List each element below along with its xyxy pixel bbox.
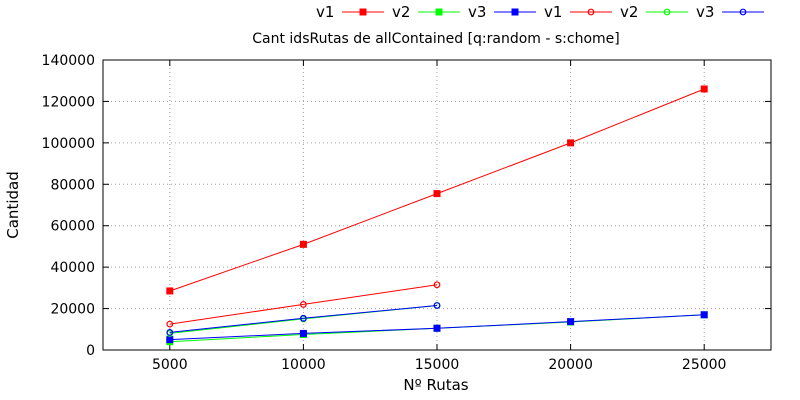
series-6 <box>166 302 441 336</box>
data-point <box>433 302 441 309</box>
data-point <box>700 85 708 93</box>
legend-marker <box>511 8 519 16</box>
x-axis-title: Nº Rutas <box>403 376 468 394</box>
legend-entry: v1 <box>544 3 612 21</box>
y-tick-label: 60000 <box>50 219 95 235</box>
y-tick-label: 0 <box>86 343 95 359</box>
x-tick-label: 25000 <box>682 357 727 373</box>
legend-entry: v3 <box>468 3 536 21</box>
legend-entry: v2 <box>620 3 688 21</box>
series-4 <box>166 281 441 328</box>
data-point <box>166 328 174 336</box>
data-point <box>300 314 307 322</box>
data-point <box>166 336 174 344</box>
series-line <box>169 284 438 325</box>
chart-title: Cant idsRutas de allContained [q:random … <box>252 31 620 47</box>
data-point <box>567 318 575 326</box>
series-line <box>169 305 438 333</box>
data-point <box>299 240 307 248</box>
data-point <box>700 311 708 319</box>
x-tick-label: 15000 <box>415 357 460 373</box>
legend-marker <box>587 8 595 16</box>
legend-entry: v1 <box>316 3 384 21</box>
y-axis-title: Cantidad <box>4 171 22 238</box>
legend-label: v1 <box>316 3 334 21</box>
grid <box>103 60 771 350</box>
data-point <box>166 320 174 328</box>
legend-label: v3 <box>468 3 486 21</box>
series-3 <box>166 311 708 344</box>
legend-marker <box>663 8 671 16</box>
data-point <box>300 301 307 308</box>
series <box>166 85 708 346</box>
x-tick-label: 5000 <box>152 357 188 373</box>
legend-label: v1 <box>544 3 562 21</box>
y-tick-label: 140000 <box>42 53 95 69</box>
legend-label: v2 <box>620 3 638 21</box>
axis-ticks: 0 20000 40000 60000 80000 100000 120000 140000 5… <box>42 53 771 373</box>
legend-label: v2 <box>392 3 410 21</box>
data-point <box>299 329 307 337</box>
x-tick-label: 20000 <box>548 357 593 373</box>
data-point <box>567 139 575 147</box>
y-tick-label: 80000 <box>50 177 95 193</box>
y-tick-label: 100000 <box>42 136 95 152</box>
legend: v1 v2 v3 v1 v2 v3 <box>316 3 764 21</box>
data-point <box>166 287 174 295</box>
legend-entry: v3 <box>696 3 764 21</box>
data-point <box>433 190 441 198</box>
plot-frame <box>102 59 772 351</box>
y-tick-label: 40000 <box>50 260 95 276</box>
data-point <box>433 324 441 332</box>
series-1 <box>166 85 708 295</box>
legend-marker <box>739 8 747 16</box>
y-tick-label: 20000 <box>50 302 95 318</box>
data-point <box>433 281 441 289</box>
legend-entry: v2 <box>392 3 460 21</box>
legend-marker <box>435 8 443 16</box>
y-tick-label: 120000 <box>42 94 95 110</box>
x-tick-label: 10000 <box>281 357 326 373</box>
legend-marker <box>359 8 367 16</box>
legend-label: v3 <box>696 3 714 21</box>
